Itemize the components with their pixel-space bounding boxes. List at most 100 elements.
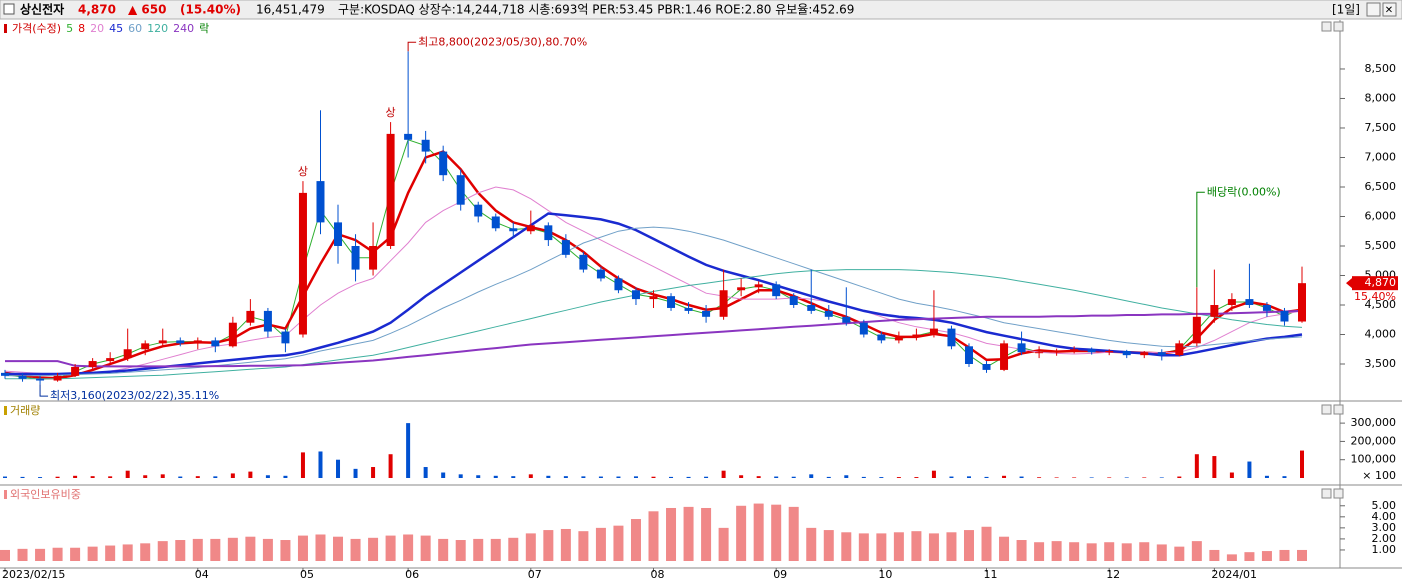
candle-body xyxy=(1,372,9,376)
candle-body xyxy=(631,290,640,300)
volume-bar xyxy=(230,473,235,478)
foreign-bar xyxy=(1069,542,1080,561)
volume-bar xyxy=(38,477,43,478)
foreign-bar xyxy=(666,507,677,561)
foreign-bar xyxy=(262,538,273,561)
foreign-bar xyxy=(140,543,151,561)
candle-body xyxy=(1280,310,1289,322)
volume-bar xyxy=(300,452,305,478)
candle-body xyxy=(807,305,816,311)
panel-button[interactable] xyxy=(1321,21,1332,32)
volume-bar xyxy=(669,476,674,478)
panel-button[interactable] xyxy=(1321,488,1332,499)
volume-bar xyxy=(195,476,200,478)
price-tag-arrow xyxy=(1346,278,1352,289)
candle-body xyxy=(36,378,45,381)
annotation-leader xyxy=(1196,191,1205,288)
volume-bar xyxy=(20,476,25,478)
y-tick-label: 5,500 xyxy=(1365,239,1397,252)
foreign-bar xyxy=(1016,540,1027,561)
candle-body xyxy=(421,139,430,152)
volume-bar xyxy=(931,470,936,478)
candle-body xyxy=(71,366,80,376)
volume-bar xyxy=(1089,477,1094,478)
foreign-bar xyxy=(1086,543,1097,561)
panel-button[interactable] xyxy=(1333,21,1344,32)
volume-bar xyxy=(283,475,288,478)
candle-body xyxy=(859,322,868,335)
volume-bar xyxy=(861,476,866,478)
foreign-bar xyxy=(981,526,992,561)
header-bar xyxy=(0,0,1402,20)
y-tick-label: 4,500 xyxy=(1365,298,1397,311)
panel-button[interactable] xyxy=(1321,404,1332,415)
candle-body xyxy=(912,334,921,338)
period[interactable]: [1일] xyxy=(1332,3,1360,17)
y-tick-label: 6,500 xyxy=(1365,180,1397,193)
change-pct: (15.40%) xyxy=(180,3,241,17)
foreign-bar xyxy=(876,533,887,561)
candle-body xyxy=(88,361,97,367)
foreign-bar xyxy=(911,531,922,561)
candle-body xyxy=(351,245,360,270)
restore-button[interactable] xyxy=(1366,2,1381,17)
legend-item: 240 xyxy=(173,22,194,35)
foreign-bar xyxy=(999,536,1010,561)
panel-button[interactable] xyxy=(1333,404,1344,415)
volume-bar xyxy=(1300,450,1304,478)
foreign-bar xyxy=(87,546,98,561)
volume-bar xyxy=(598,476,603,478)
x-tick-label: 08 xyxy=(651,568,665,581)
y-tick-label: 200,000 xyxy=(1351,434,1397,447)
price: 4,870 xyxy=(78,3,116,17)
foreign-bar xyxy=(1121,543,1132,561)
candle-body xyxy=(842,316,851,323)
candle-body xyxy=(1035,352,1044,354)
checkbox[interactable] xyxy=(3,3,15,15)
volume-bar xyxy=(1282,476,1287,478)
volume-bar xyxy=(984,476,989,478)
change-label: 15.40% xyxy=(1354,290,1396,303)
foreign-bar xyxy=(946,532,957,561)
close-button[interactable] xyxy=(1382,2,1397,17)
foreign-bar xyxy=(368,537,379,561)
volume-bar xyxy=(493,475,498,478)
foreign-bar xyxy=(280,540,291,561)
foreign-bar xyxy=(420,535,431,561)
candle-body xyxy=(1245,299,1254,305)
volume-bar xyxy=(528,474,533,478)
foreign-bar xyxy=(1174,546,1185,561)
volume-bar xyxy=(265,475,270,478)
foreign-bar xyxy=(736,505,747,561)
candle-body xyxy=(386,133,395,246)
annotation: 배당락(0.00%) xyxy=(1207,185,1281,198)
volume-bar xyxy=(511,476,516,478)
foreign-bar xyxy=(928,533,939,561)
candle-body xyxy=(982,364,991,370)
volume-bar xyxy=(826,476,831,478)
volume: 16,451,479 xyxy=(256,3,325,17)
panel-button[interactable] xyxy=(1333,488,1344,499)
annotation-leader xyxy=(39,384,49,397)
x-tick-label: 12 xyxy=(1106,568,1120,581)
foreign-bar xyxy=(157,541,168,561)
foreign-bar xyxy=(1209,549,1220,561)
limit-up-marker: 상 xyxy=(386,106,396,119)
foreign-bar xyxy=(560,528,571,561)
volume-bar xyxy=(756,476,761,478)
foreign-bar xyxy=(333,536,344,561)
price-tag xyxy=(1352,276,1398,291)
legend-marker xyxy=(4,24,7,33)
foreign-bar xyxy=(122,544,133,561)
x-tick-label: 09 xyxy=(773,568,787,581)
legend-item: 5 xyxy=(66,22,73,35)
volume-bar xyxy=(844,475,849,478)
x-tick-label: 04 xyxy=(195,568,209,581)
x-tick-label: 11 xyxy=(984,568,998,581)
volume-bar xyxy=(1019,476,1024,478)
candle-body xyxy=(579,254,588,270)
foreign-bar xyxy=(473,538,484,561)
foreign-bar xyxy=(543,530,554,561)
candle-body xyxy=(123,349,132,359)
candle-body xyxy=(53,375,62,381)
